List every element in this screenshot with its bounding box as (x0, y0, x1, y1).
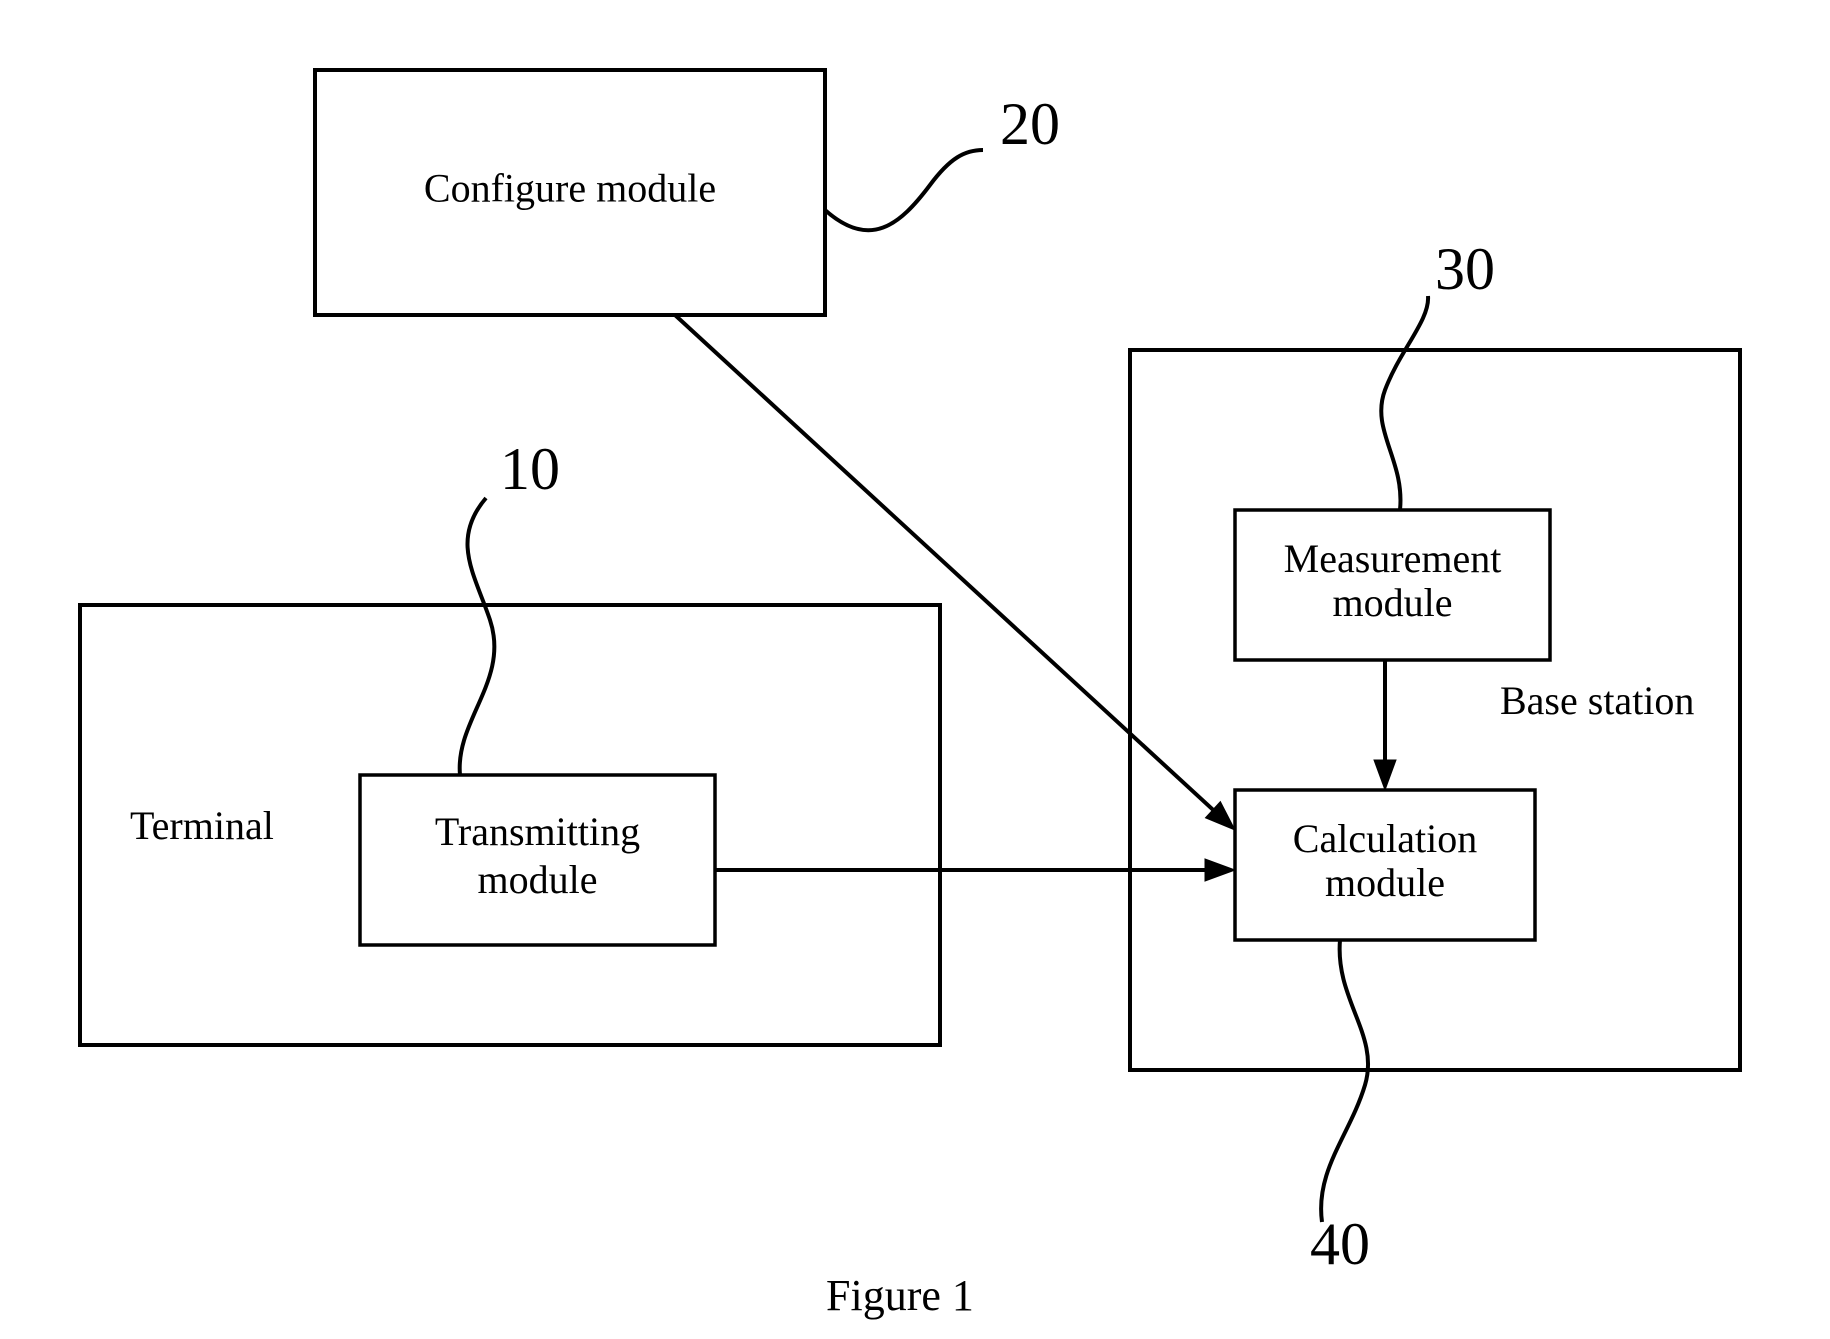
calculation-module-line2: module (1325, 860, 1445, 905)
calculation-module-line1: Calculation (1293, 816, 1477, 861)
transmitting-module-line2: module (478, 857, 598, 902)
figure-caption: Figure 1 (826, 1271, 974, 1320)
measurement-module-line2: module (1333, 580, 1453, 625)
ref-10: 10 (500, 436, 560, 502)
lead-20 (825, 150, 983, 230)
configure-module-label: Configure module (424, 166, 716, 211)
transmitting-module-line1: Transmitting (435, 809, 640, 854)
ref-30: 30 (1435, 236, 1495, 302)
ref-20: 20 (1000, 91, 1060, 157)
measurement-module-line1: Measurement (1284, 536, 1502, 581)
terminal-label: Terminal (130, 803, 274, 848)
basestation-label: Base station (1500, 678, 1694, 723)
ref-40: 40 (1310, 1211, 1370, 1277)
